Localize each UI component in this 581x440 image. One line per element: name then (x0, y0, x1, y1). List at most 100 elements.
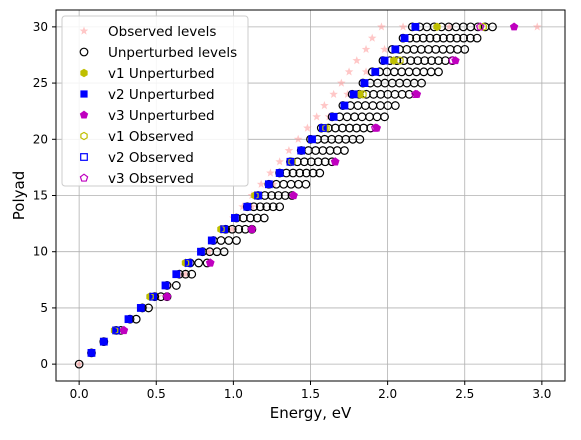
unperturbed-level-point (279, 179, 289, 189)
legend-label: v2 Unperturbed (108, 87, 215, 103)
observed-level-point (532, 22, 542, 31)
v3-observed-point (411, 89, 420, 98)
unperturbed-level-point (380, 112, 389, 122)
legend-marker (79, 110, 89, 119)
observed-level-point (153, 292, 163, 301)
legend-marker (80, 153, 88, 161)
x-axis-label: Energy, eV (270, 404, 352, 422)
v2-unperturbed-point (411, 23, 419, 31)
unperturbed-level-point (171, 281, 181, 290)
observed-level-point (398, 22, 408, 31)
v2-unperturbed-point (297, 146, 305, 155)
observed-level-point (303, 123, 312, 132)
y-tick-label: 0 (40, 357, 48, 371)
v3-unperturbed-point (412, 89, 422, 98)
unperturbed-level-point (131, 314, 141, 324)
v2-observed-point (349, 90, 358, 99)
unperturbed-level-point (390, 101, 400, 110)
v2-observed-point (340, 101, 349, 110)
unperturbed-level-point (426, 67, 436, 77)
legend-marker (79, 173, 89, 182)
v2-observed-point (318, 124, 327, 132)
x-tick-label: 3.0 (532, 387, 551, 401)
y-tick-label: 30 (33, 20, 48, 34)
unperturbed-level-point (445, 44, 455, 54)
observed-level-point (377, 22, 386, 31)
v2-observed-point (161, 281, 170, 290)
y-tick-label: 20 (33, 132, 48, 146)
observed-level-point (367, 33, 377, 42)
unperturbed-level-point (308, 168, 318, 178)
v2-unperturbed-point (350, 90, 358, 98)
unperturbed-level-point (245, 213, 255, 223)
v2-unperturbed-point (371, 68, 379, 76)
v2-unperturbed-point (208, 236, 216, 245)
v3-observed-point (119, 325, 129, 335)
observed-level-point (181, 269, 190, 278)
unperturbed-level-point (438, 44, 448, 54)
unperturbed-level-point (365, 112, 374, 122)
v2-observed-point (184, 259, 193, 267)
unperturbed-level-point (413, 56, 423, 65)
observed-level-point (275, 157, 284, 166)
unperturbed-level-point (187, 269, 197, 279)
unperturbed-level-point (259, 213, 269, 223)
legend-label: v1 Observed (108, 129, 194, 145)
v2-observed-point (149, 292, 158, 301)
v3-unperturbed-point (372, 123, 382, 132)
unperturbed-level-point (295, 168, 305, 178)
v2-unperturbed-point (112, 326, 120, 335)
unperturbed-level-point (216, 236, 226, 245)
unperturbed-level-point (252, 213, 262, 223)
unperturbed-level-point (313, 157, 323, 167)
x-tick-label: 0.0 (70, 387, 89, 401)
y-tick-label: 5 (40, 301, 48, 315)
v2-observed-point (124, 315, 133, 324)
v2-observed-point (264, 180, 273, 189)
unperturbed-level-point (424, 44, 433, 54)
observed-level-point (329, 89, 338, 98)
legend-marker (79, 26, 89, 35)
unperturbed-level-point (459, 33, 469, 43)
v2-observed-point (112, 326, 121, 335)
v3-observed-point (162, 292, 172, 301)
unperturbed-level-point (325, 146, 335, 155)
unperturbed-level-point (311, 146, 321, 155)
v2-unperturbed-point (161, 281, 170, 290)
v2-observed-point (380, 56, 389, 65)
v3-observed-point (205, 258, 215, 267)
unperturbed-level-point (144, 303, 153, 313)
x-tick-label: 0.5 (147, 387, 166, 401)
unperturbed-level-point (389, 67, 399, 77)
y-tick-label: 10 (33, 245, 48, 259)
unperturbed-level-point (286, 179, 296, 189)
v2-unperturbed-point (380, 56, 389, 65)
unperturbed-level-point (397, 67, 407, 77)
unperturbed-level-point (427, 56, 436, 65)
v2-observed-point (391, 45, 400, 54)
observed-level-point (445, 22, 454, 31)
unperturbed-level-point (301, 168, 311, 178)
observed-level-point (320, 101, 329, 110)
unperturbed-level-point (439, 33, 448, 43)
unperturbed-level-point (301, 179, 311, 189)
unperturbed-level-point (262, 202, 272, 212)
v3-unperturbed-point (509, 22, 519, 31)
v1-unperturbed-point (390, 56, 398, 65)
unperturbed-level-point (318, 146, 328, 155)
unperturbed-level-point (432, 33, 442, 43)
observed-level-point (247, 202, 257, 211)
unperturbed-level-point (280, 191, 290, 200)
v2-unperturbed-point (197, 248, 205, 256)
legend-label: Observed levels (108, 24, 216, 40)
y-axis-label: Polyad (10, 171, 28, 220)
v2-observed-point (220, 225, 229, 234)
legend-marker (80, 131, 88, 141)
unperturbed-level-point (274, 191, 283, 200)
unperturbed-level-point (340, 146, 349, 155)
v2-unperturbed-point (100, 338, 108, 346)
v2-unperturbed-point (391, 45, 399, 53)
unperturbed-level-point (445, 33, 455, 43)
v2-observed-point (231, 214, 239, 222)
